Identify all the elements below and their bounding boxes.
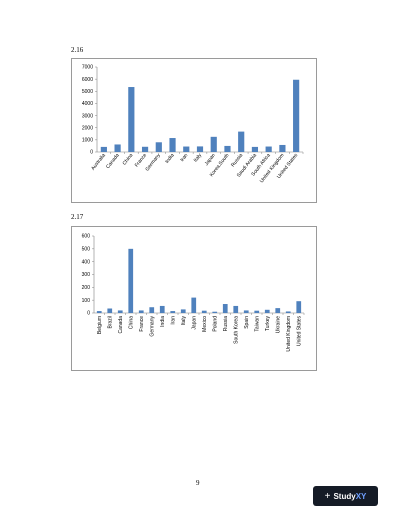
bar: [196, 146, 204, 152]
y-tick-label: 300: [82, 272, 91, 278]
bar: [117, 310, 123, 313]
category-label: Taiwan: [254, 316, 260, 332]
category-label: Iran: [170, 316, 176, 325]
brand-name: Study: [333, 491, 356, 501]
bar: [169, 138, 176, 152]
bar: [159, 305, 165, 313]
y-tick-label: 2000: [82, 125, 93, 131]
bar: [141, 146, 149, 152]
category-label: Iran: [179, 152, 189, 163]
y-tick-label: 600: [82, 234, 91, 240]
category-label: Poland: [212, 316, 218, 332]
bar: [210, 136, 217, 152]
y-tick-label: 5000: [82, 89, 93, 95]
bar: [251, 146, 259, 152]
bar: [155, 142, 162, 152]
category-label: Brazil: [107, 316, 113, 329]
category-label: Germany: [144, 152, 162, 172]
chart-2-16-svg: 01000200030004000500060007000AustraliaCa…: [82, 65, 304, 184]
category-label: United States: [296, 316, 302, 347]
y-tick-label: 400: [82, 259, 91, 265]
category-label: China: [122, 152, 135, 166]
category-label: Japan: [204, 152, 217, 167]
bar: [170, 311, 176, 313]
bar: [224, 145, 231, 152]
bar: [275, 308, 281, 313]
bar: [114, 144, 121, 152]
chart-2-17-svg: 0 100 200 300 400 500 600 Belgium Brazil Canada Ch…: [82, 234, 305, 352]
category-label: United Kingdom: [286, 316, 292, 352]
bar-chart-2-17: 0 100 200 300 400 500 600 Belgium Brazil Canada Ch…: [71, 226, 317, 371]
bar: [138, 310, 144, 313]
studyxy-logo: + Study XY: [313, 486, 378, 506]
category-label: Russia: [223, 316, 229, 332]
bar: [128, 248, 134, 313]
y-tick-label: 4000: [82, 101, 93, 107]
bar: [264, 309, 270, 313]
bar: [254, 310, 260, 313]
bar: [265, 146, 272, 152]
bar-chart-2-16: 0 1000 2000 3000 4000 5000 6000 7000 Australia Ca…: [71, 58, 317, 203]
y-tick-label: 0: [87, 311, 90, 317]
category-label: Italy: [181, 316, 187, 326]
category-label: Canada: [105, 152, 121, 170]
bar: [183, 146, 190, 152]
y-tick-label: 7000: [82, 65, 93, 71]
y-tick-label: 6000: [82, 77, 93, 83]
category-label: France: [139, 316, 145, 332]
bar: [191, 297, 197, 313]
y-tick-label: 1000: [82, 138, 93, 144]
figure-label: 2.16: [71, 46, 84, 54]
bar: [107, 308, 113, 313]
bar: [296, 301, 302, 313]
bar: [279, 144, 286, 152]
bar: [233, 305, 239, 313]
category-label: South Korea: [233, 316, 239, 344]
bar: [238, 131, 245, 152]
category-label: Germany: [149, 316, 155, 337]
category-label: China: [128, 316, 134, 329]
category-label: India: [160, 316, 166, 327]
category-label: Spain: [244, 316, 250, 329]
bar: [100, 146, 107, 152]
bar: [243, 310, 249, 313]
bar: [96, 311, 102, 313]
bar: [293, 79, 300, 152]
y-tick-label: 200: [82, 285, 91, 291]
plus-icon: +: [324, 490, 331, 502]
category-label: Belgium: [97, 316, 103, 334]
bar: [201, 310, 207, 313]
y-tick-label: 500: [82, 247, 91, 253]
bar: [180, 309, 186, 313]
y-tick-label: 0: [90, 150, 93, 156]
bar: [212, 311, 218, 313]
category-label: India: [164, 152, 176, 164]
bar: [222, 304, 228, 313]
page-number: 9: [196, 479, 200, 487]
category-label: Canada: [118, 316, 124, 334]
category-label: Mexico: [202, 316, 208, 332]
figure-label: 2.17: [71, 213, 84, 221]
category-label: Turkey: [265, 316, 271, 332]
category-label: Italy: [193, 152, 204, 163]
bar: [149, 307, 155, 313]
category-label: Ukraine: [275, 316, 281, 333]
bar: [128, 87, 135, 152]
brand-suffix: XY: [355, 491, 367, 501]
category-label: Japan: [191, 316, 197, 330]
bar: [285, 311, 291, 313]
y-tick-label: 100: [82, 298, 91, 304]
y-tick-label: 3000: [82, 113, 93, 119]
